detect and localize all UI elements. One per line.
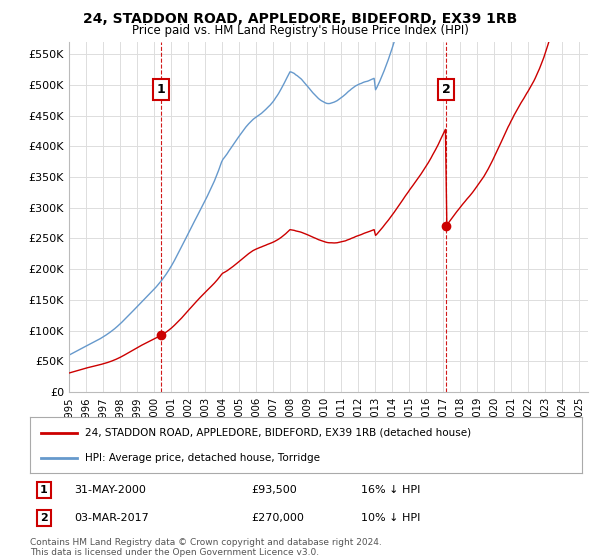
Text: 2: 2 [442,83,451,96]
Text: 1: 1 [40,485,47,495]
Text: Price paid vs. HM Land Registry's House Price Index (HPI): Price paid vs. HM Land Registry's House … [131,24,469,36]
Text: 31-MAY-2000: 31-MAY-2000 [74,485,146,495]
Text: £270,000: £270,000 [251,513,304,523]
Text: HPI: Average price, detached house, Torridge: HPI: Average price, detached house, Torr… [85,452,320,463]
Text: 24, STADDON ROAD, APPLEDORE, BIDEFORD, EX39 1RB: 24, STADDON ROAD, APPLEDORE, BIDEFORD, E… [83,12,517,26]
Text: 16% ↓ HPI: 16% ↓ HPI [361,485,421,495]
Text: 03-MAR-2017: 03-MAR-2017 [74,513,149,523]
Text: 24, STADDON ROAD, APPLEDORE, BIDEFORD, EX39 1RB (detached house): 24, STADDON ROAD, APPLEDORE, BIDEFORD, E… [85,428,472,438]
Text: Contains HM Land Registry data © Crown copyright and database right 2024.
This d: Contains HM Land Registry data © Crown c… [30,538,382,557]
Text: £93,500: £93,500 [251,485,296,495]
Text: 10% ↓ HPI: 10% ↓ HPI [361,513,421,523]
Text: 1: 1 [157,83,166,96]
Text: 2: 2 [40,513,47,523]
